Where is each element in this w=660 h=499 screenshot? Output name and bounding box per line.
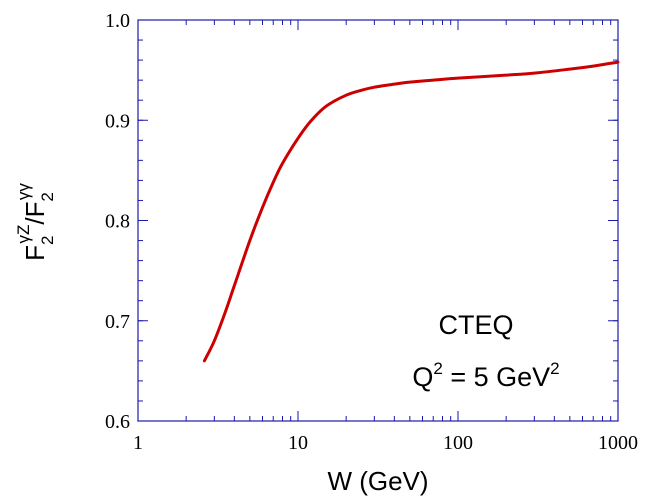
x-axis-title: W (GeV) [327,466,428,496]
annotation-line1: CTEQ [438,310,513,340]
major-ticks [137,19,619,422]
y-tick-labels: 0.6 0.7 0.8 0.9 1.0 [105,10,130,433]
x-tick-labels: 1 10 100 1000 [133,432,638,454]
y-tick-label: 1.0 [105,10,130,32]
y-tick-label: 0.8 [105,211,130,233]
x-tick-label: 10 [288,432,308,454]
x-tick-label: 100 [443,432,473,454]
annotation-line2: Q2 = 5 GeV2 [412,359,559,392]
y-tick-label: 0.7 [105,311,130,333]
y-tick-label: 0.6 [105,411,130,433]
x-tick-label: 1 [133,432,143,454]
y-tick-label: 0.9 [105,110,130,132]
plot-frame [137,19,619,422]
series-line [202,60,620,363]
y-axis-title: F2γZ/F2γγ [14,183,57,261]
x-tick-label: 1000 [598,432,638,454]
minor-ticks [138,19,618,422]
